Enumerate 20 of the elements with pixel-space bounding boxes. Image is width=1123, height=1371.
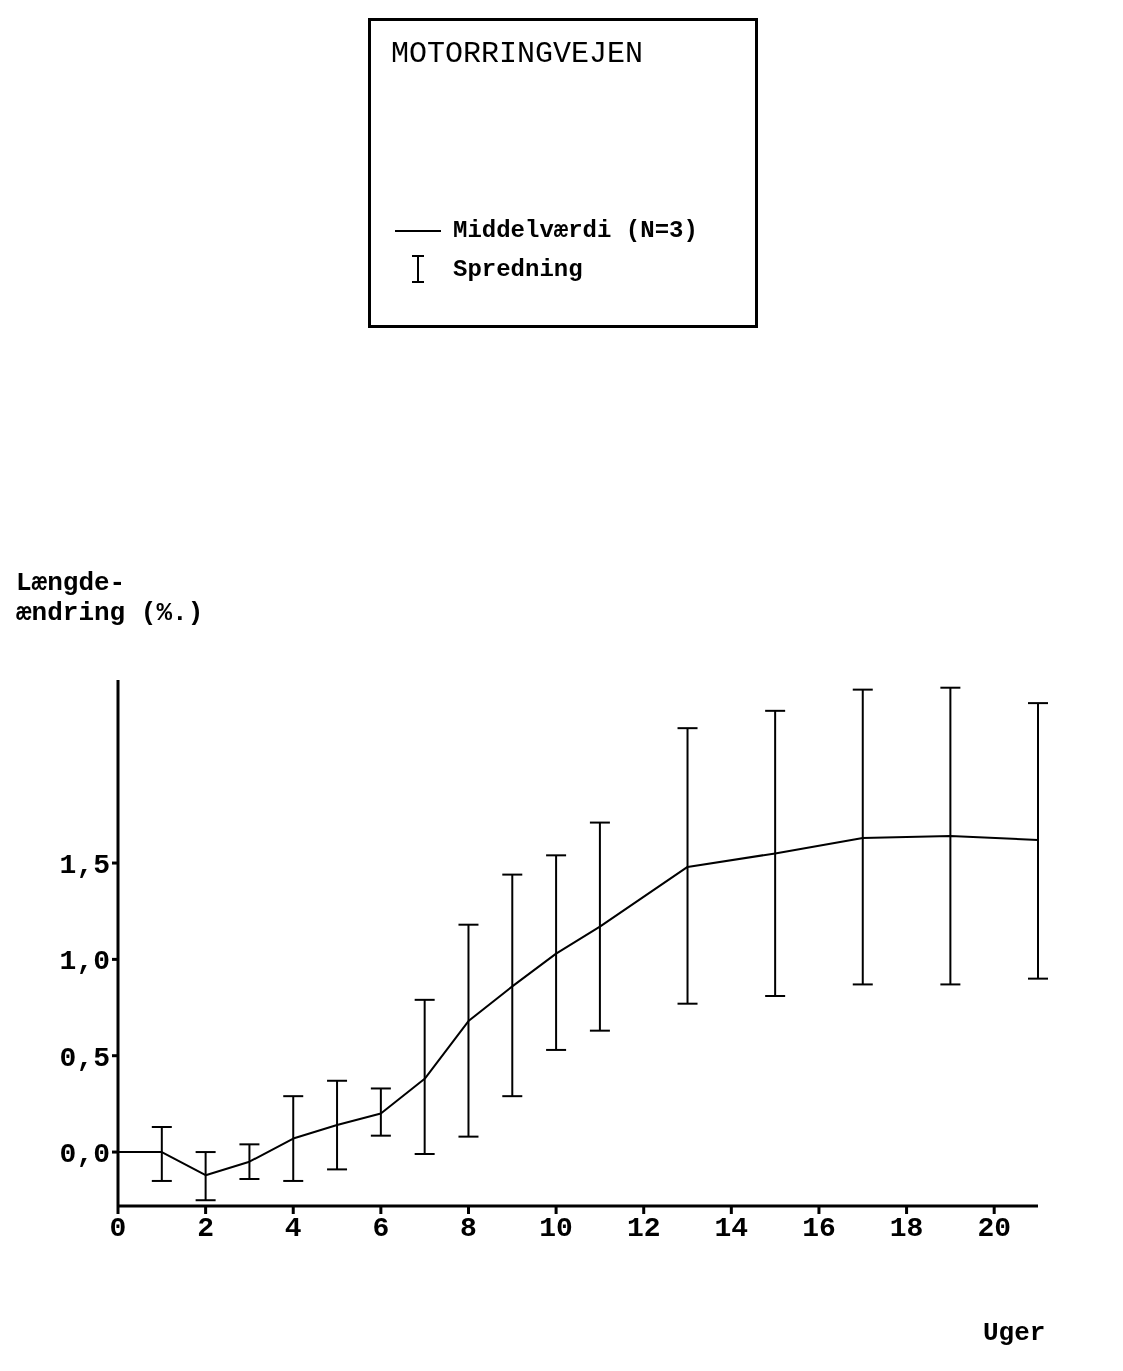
x-tick-label: 6 <box>372 1212 390 1244</box>
x-tick-label: 14 <box>714 1212 749 1244</box>
x-tick-label: 10 <box>539 1212 573 1244</box>
chart-title: MOTORRINGVEJEN <box>391 37 645 71</box>
x-tick-label: 0 <box>109 1212 127 1244</box>
legend-label: Middelværdi (N=3) <box>453 217 698 244</box>
y-tick-label: 0,0 <box>59 1138 110 1170</box>
y-tick-label: 0,5 <box>59 1042 110 1074</box>
x-tick-label: 12 <box>626 1212 661 1244</box>
text: Spredning <box>453 255 583 283</box>
x-axis-title: Uger <box>983 1318 1046 1348</box>
y-axis-title: Længde- ændring (%.) <box>16 568 204 628</box>
x-tick-label: 20 <box>977 1212 1011 1244</box>
x-tick-label: 2 <box>197 1212 215 1244</box>
x-tick-label: 4 <box>284 1212 302 1244</box>
y-tick-label: 1,0 <box>59 946 110 978</box>
x-tick-label: 16 <box>802 1212 836 1244</box>
x-tick-label: 8 <box>460 1212 477 1244</box>
y-tick-label: 1,5 <box>59 849 110 881</box>
x-tick-label: 18 <box>889 1212 924 1244</box>
